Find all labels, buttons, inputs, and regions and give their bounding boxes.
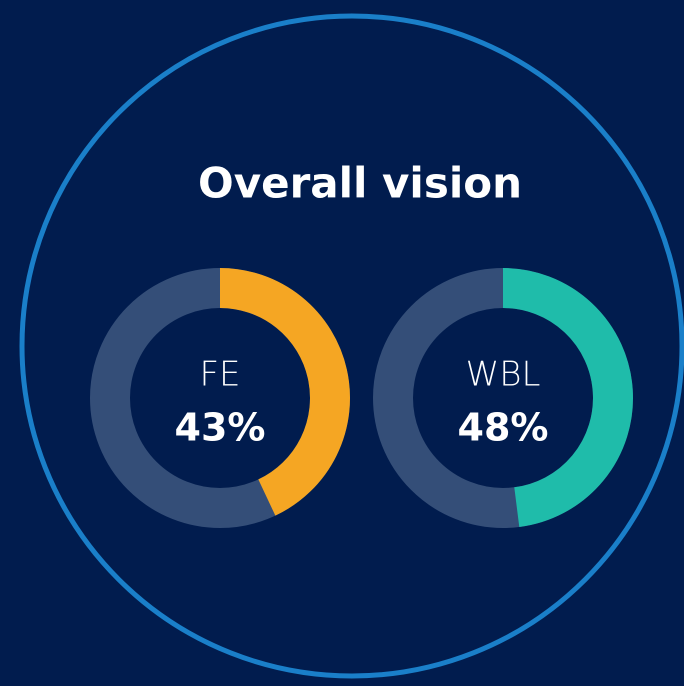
value-label: 48% [458, 406, 549, 450]
donut-arc [502, 268, 633, 527]
donut-label: FE [199, 355, 240, 395]
value-label: 43% [175, 406, 266, 450]
donut-arc [219, 268, 350, 516]
donut-label: WBL [466, 355, 541, 395]
outer-ring [19, 13, 684, 679]
chart-title: Overall vision [198, 159, 522, 208]
